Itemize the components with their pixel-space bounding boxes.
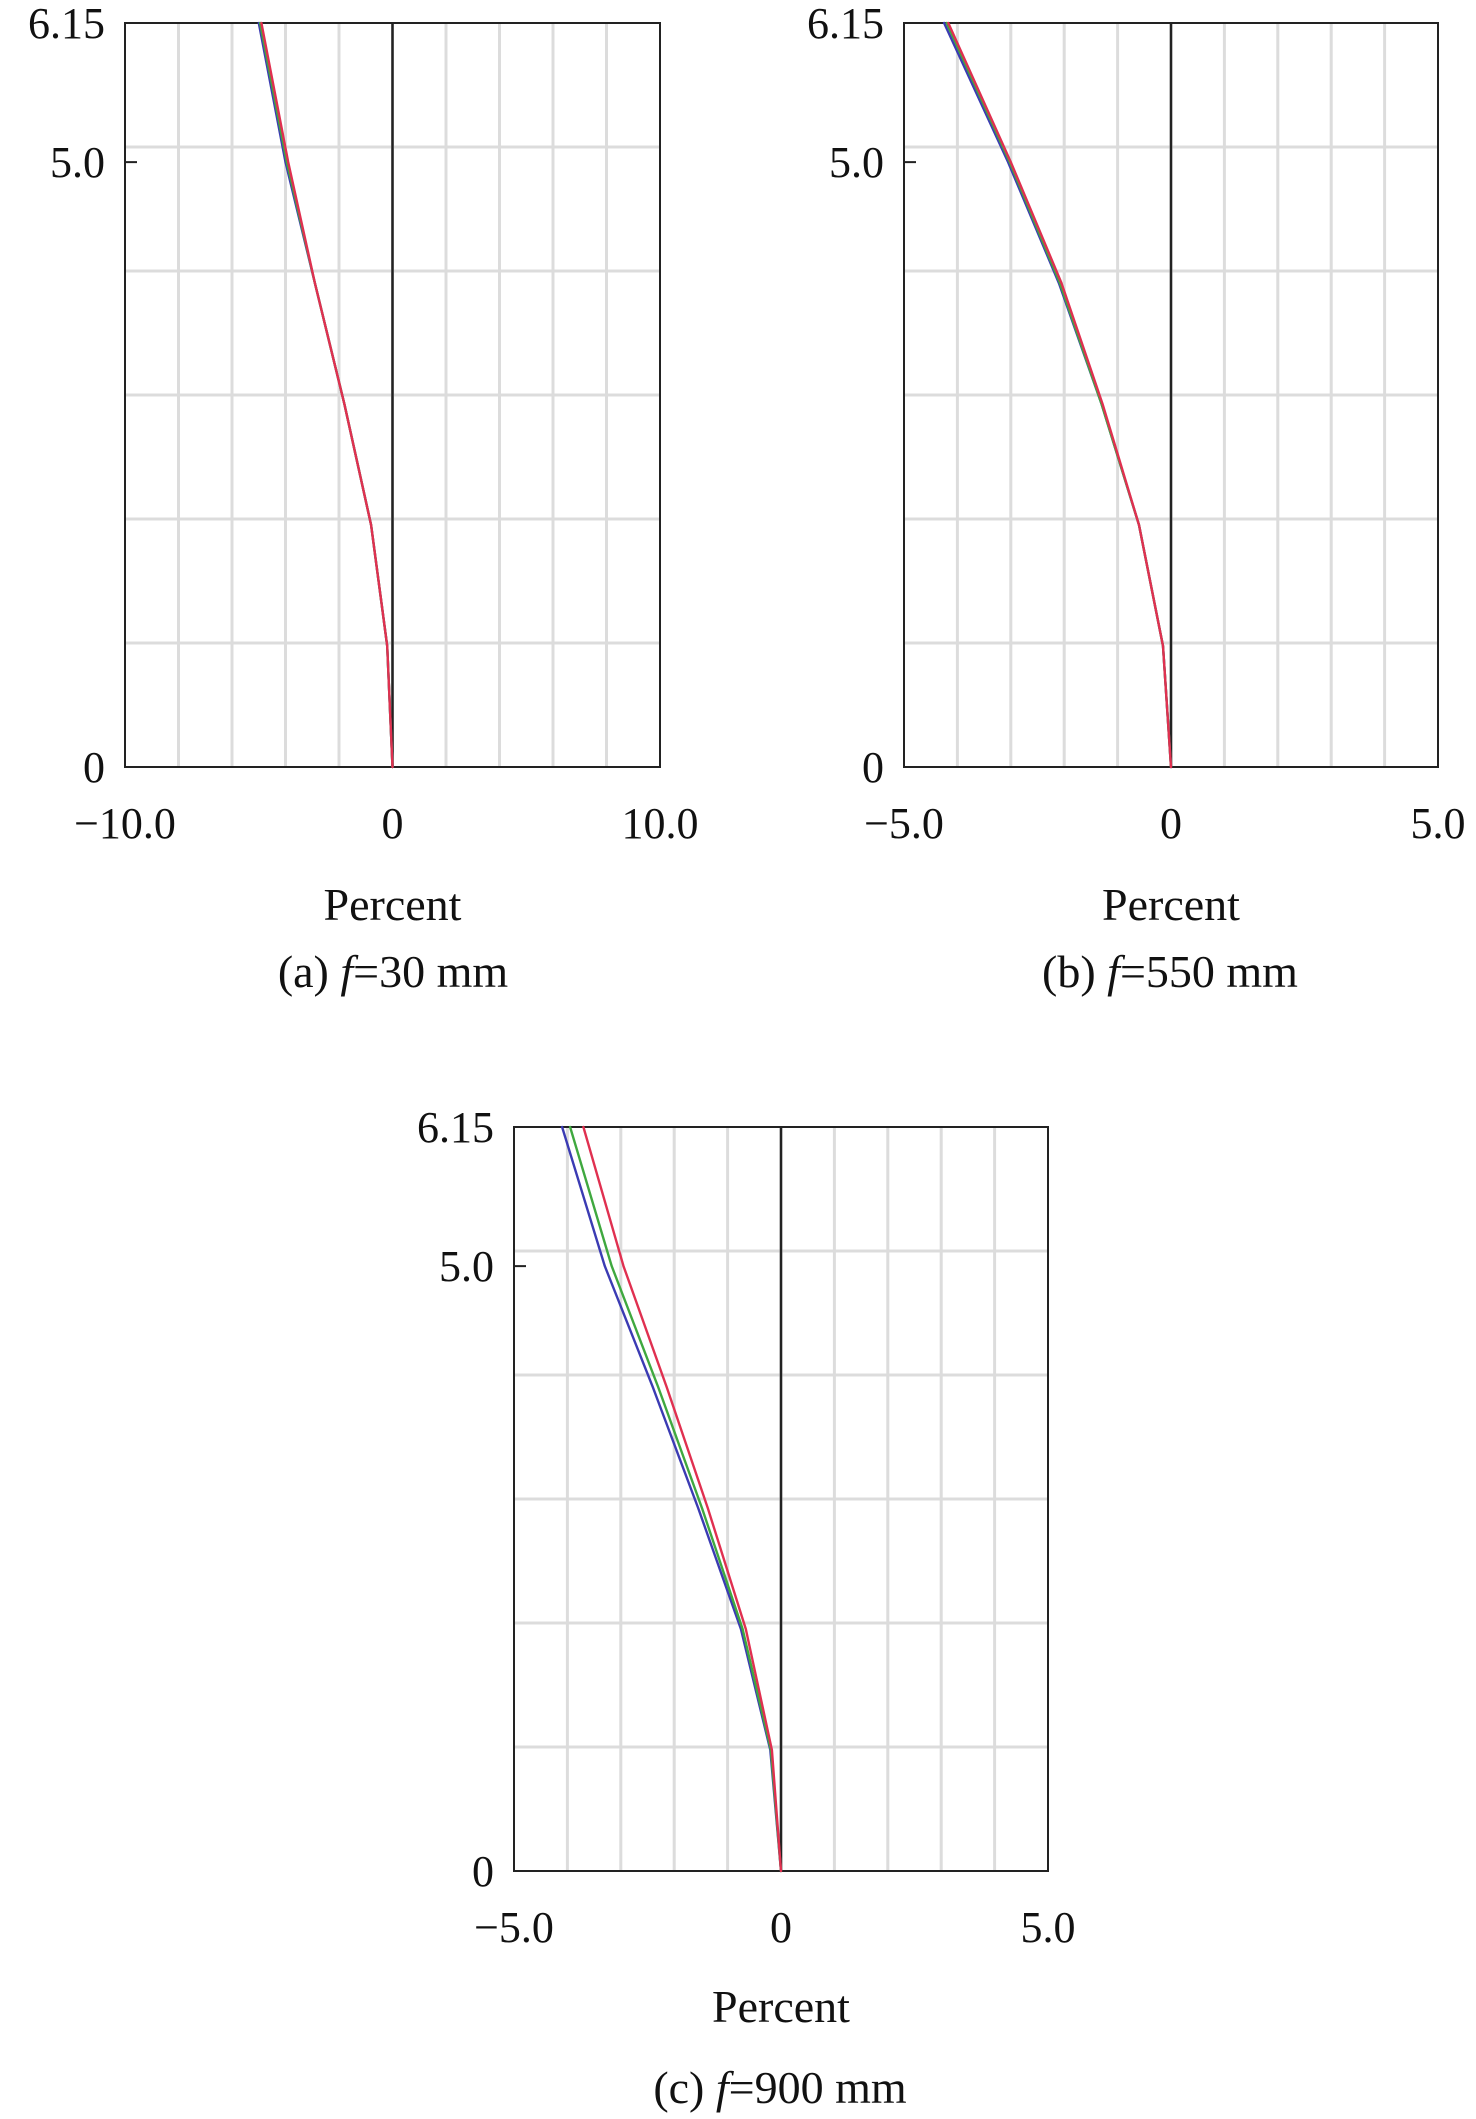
x-tick-label: 0 xyxy=(1160,799,1182,848)
x-axis-title-b: Percent xyxy=(1102,879,1240,930)
x-tick-label: −5.0 xyxy=(474,1903,554,1952)
x-tick-label: 0 xyxy=(382,799,404,848)
series-line-c-2 xyxy=(582,1125,783,1873)
x-tick-label: 5.0 xyxy=(1411,799,1466,848)
x-axis-title-a: Percent xyxy=(324,879,462,930)
series-line-b-2 xyxy=(947,21,1173,769)
series-line-a-2 xyxy=(260,21,394,769)
x-tick-label: −10.0 xyxy=(74,799,176,848)
y-tick-label: 0 xyxy=(83,743,105,792)
y-tick-label: 6.15 xyxy=(28,0,105,48)
chart-panel-b: (b) f=550 mm −5.0 0 5.0 0 5.0 6.15 Percent xyxy=(738,0,1476,1000)
chart-panel-a: (a) f=30 mm −10.0 0 10.0 0 5.0 6.15 Percent xyxy=(0,0,738,1000)
x-axis-title-c: Percent xyxy=(712,1981,850,2032)
y-tick-label: 6.15 xyxy=(807,0,884,48)
caption-c: (c) f=900 mm xyxy=(653,2062,907,2113)
y-tick-label: 5.0 xyxy=(829,138,884,187)
x-tick-label: 0 xyxy=(770,1903,792,1952)
caption-a: (a) f=30 mm xyxy=(278,946,509,997)
y-tick-label: 0 xyxy=(472,1847,494,1896)
y-tick-label: 6.15 xyxy=(417,1103,494,1152)
y-tick-label: 5.0 xyxy=(50,138,105,187)
x-tick-label: −5.0 xyxy=(864,799,944,848)
chart-svg-a: (a) f=30 mm −10.0 0 10.0 0 5.0 6.15 Percent xyxy=(28,0,699,997)
y-tick-label: 5.0 xyxy=(439,1242,494,1291)
chart-svg-b: (b) f=550 mm −5.0 0 5.0 0 5.0 6.15 Percent xyxy=(807,0,1466,997)
x-tick-label: 5.0 xyxy=(1021,1903,1076,1952)
caption-b: (b) f=550 mm xyxy=(1042,946,1298,997)
x-tick-label: 10.0 xyxy=(622,799,699,848)
chart-svg-c: (c) f=900 mm −5.0 0 5.0 0 5.0 6.15 Percent xyxy=(417,1103,1076,2113)
chart-panel-c: (c) f=900 mm −5.0 0 5.0 0 5.0 6.15 Percent xyxy=(369,1100,1107,2119)
y-tick-label: 0 xyxy=(862,743,884,792)
